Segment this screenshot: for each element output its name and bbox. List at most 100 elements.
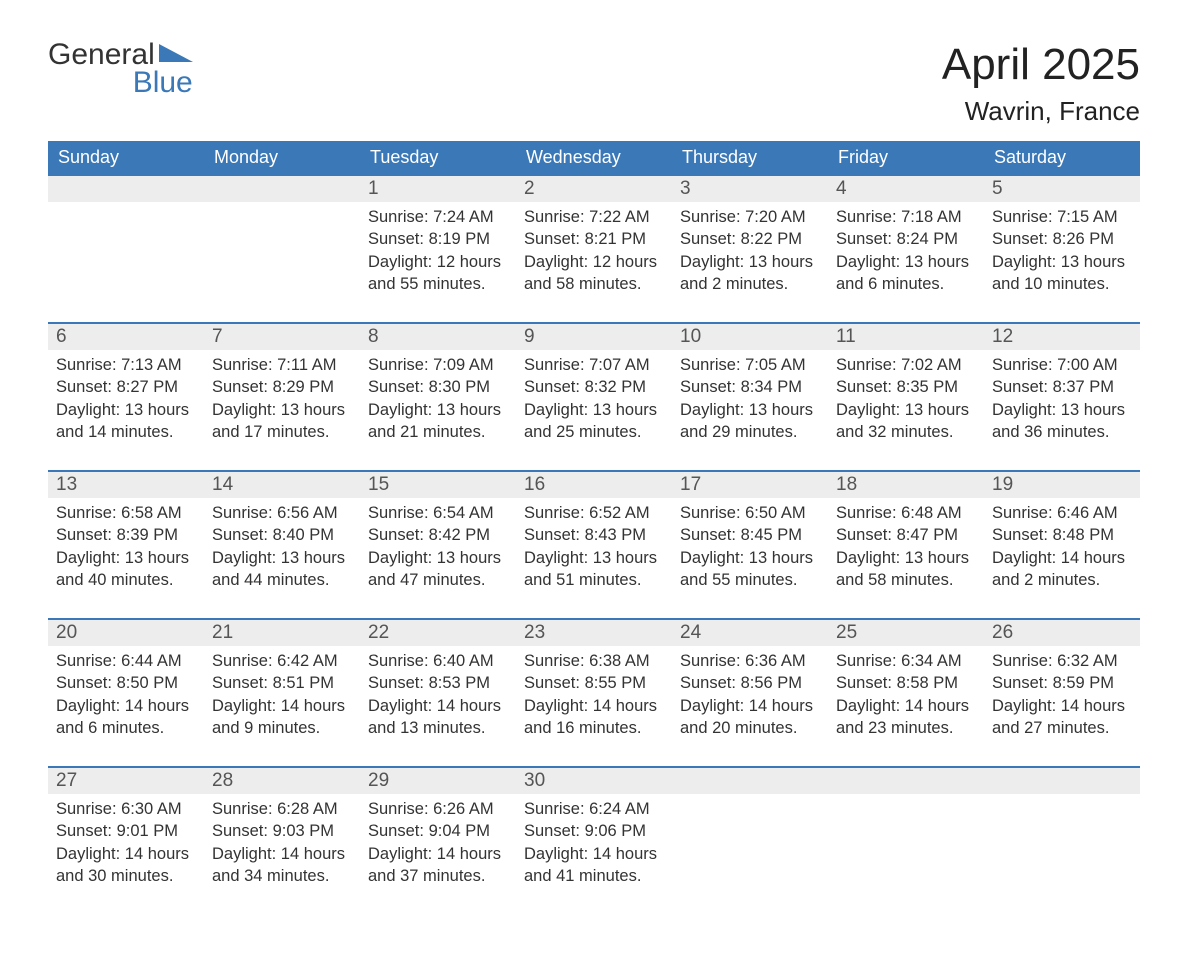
sunrise-value: 7:02 AM: [901, 356, 962, 374]
sunrise-line: Sunrise: 6:28 AM: [212, 798, 352, 820]
sunrise-value: 6:52 AM: [589, 504, 650, 522]
sunrise-label: Sunrise:: [680, 356, 741, 374]
page-title: April 2025: [942, 40, 1140, 90]
sunset-line: Sunset: 8:30 PM: [368, 376, 508, 398]
daylight-label: Daylight:: [212, 549, 276, 567]
day-number: 4: [828, 174, 984, 202]
calendar-cell: 25Sunrise: 6:34 AMSunset: 8:58 PMDayligh…: [828, 618, 984, 766]
sunrise-value: 7:24 AM: [433, 208, 494, 226]
sunset-line: Sunset: 8:47 PM: [836, 524, 976, 546]
day-number: 25: [828, 618, 984, 646]
sunrise-label: Sunrise:: [368, 356, 429, 374]
calendar-cell: 10Sunrise: 7:05 AMSunset: 8:34 PMDayligh…: [672, 322, 828, 470]
sunset-value: 8:34 PM: [741, 378, 802, 396]
daylight-line: Daylight: 13 hours and 51 minutes.: [524, 547, 664, 592]
sunset-label: Sunset:: [524, 230, 580, 248]
calendar-cell: 17Sunrise: 6:50 AMSunset: 8:45 PMDayligh…: [672, 470, 828, 618]
sunset-label: Sunset:: [992, 230, 1048, 248]
daylight-label: Daylight:: [992, 253, 1056, 271]
day-body: Sunrise: 6:26 AMSunset: 9:04 PMDaylight:…: [360, 794, 516, 897]
sunrise-value: 7:00 AM: [1057, 356, 1118, 374]
sunset-line: Sunset: 8:29 PM: [212, 376, 352, 398]
weekday-header: Wednesday: [516, 141, 672, 174]
sunset-line: Sunset: 8:59 PM: [992, 672, 1132, 694]
day-body: Sunrise: 7:00 AMSunset: 8:37 PMDaylight:…: [984, 350, 1140, 453]
sunrise-line: Sunrise: 7:00 AM: [992, 354, 1132, 376]
weekday-header: Monday: [204, 141, 360, 174]
calendar-cell: 13Sunrise: 6:58 AMSunset: 8:39 PMDayligh…: [48, 470, 204, 618]
sunrise-label: Sunrise:: [56, 652, 117, 670]
sunrise-line: Sunrise: 7:22 AM: [524, 206, 664, 228]
sunset-label: Sunset:: [524, 674, 580, 692]
day-number: 5: [984, 174, 1140, 202]
daylight-label: Daylight:: [212, 697, 276, 715]
sunrise-label: Sunrise:: [56, 504, 117, 522]
day-number: 26: [984, 618, 1140, 646]
sunrise-line: Sunrise: 6:30 AM: [56, 798, 196, 820]
sunset-line: Sunset: 8:34 PM: [680, 376, 820, 398]
sunset-value: 8:30 PM: [429, 378, 490, 396]
calendar-cell: 28Sunrise: 6:28 AMSunset: 9:03 PMDayligh…: [204, 766, 360, 914]
sunset-value: 8:58 PM: [897, 674, 958, 692]
daylight-label: Daylight:: [836, 253, 900, 271]
day-body: Sunrise: 7:20 AMSunset: 8:22 PMDaylight:…: [672, 202, 828, 305]
calendar-cell: [984, 766, 1140, 914]
sunrise-value: 7:05 AM: [745, 356, 806, 374]
sunset-label: Sunset:: [992, 378, 1048, 396]
daylight-label: Daylight:: [680, 401, 744, 419]
sunset-label: Sunset:: [56, 526, 112, 544]
day-body: Sunrise: 7:15 AMSunset: 8:26 PMDaylight:…: [984, 202, 1140, 305]
title-block: April 2025 Wavrin, France: [942, 40, 1140, 141]
day-number-bar-empty: [672, 766, 828, 794]
daylight-line: Daylight: 14 hours and 41 minutes.: [524, 843, 664, 888]
sunset-label: Sunset:: [368, 230, 424, 248]
daylight-label: Daylight:: [836, 549, 900, 567]
daylight-label: Daylight:: [680, 253, 744, 271]
calendar-cell: 30Sunrise: 6:24 AMSunset: 9:06 PMDayligh…: [516, 766, 672, 914]
sunset-line: Sunset: 8:26 PM: [992, 228, 1132, 250]
sunrise-label: Sunrise:: [680, 504, 741, 522]
day-body: Sunrise: 6:56 AMSunset: 8:40 PMDaylight:…: [204, 498, 360, 601]
daylight-line: Daylight: 13 hours and 47 minutes.: [368, 547, 508, 592]
sunrise-value: 6:40 AM: [433, 652, 494, 670]
sunrise-line: Sunrise: 6:52 AM: [524, 502, 664, 524]
sunset-line: Sunset: 8:58 PM: [836, 672, 976, 694]
daylight-label: Daylight:: [524, 253, 588, 271]
daylight-label: Daylight:: [524, 549, 588, 567]
calendar-cell: 24Sunrise: 6:36 AMSunset: 8:56 PMDayligh…: [672, 618, 828, 766]
sunset-value: 8:40 PM: [273, 526, 334, 544]
day-body: Sunrise: 6:30 AMSunset: 9:01 PMDaylight:…: [48, 794, 204, 897]
sunrise-value: 7:15 AM: [1057, 208, 1118, 226]
sunrise-line: Sunrise: 7:09 AM: [368, 354, 508, 376]
daylight-label: Daylight:: [56, 697, 120, 715]
sunset-label: Sunset:: [680, 674, 736, 692]
sunset-label: Sunset:: [992, 674, 1048, 692]
calendar-cell: 15Sunrise: 6:54 AMSunset: 8:42 PMDayligh…: [360, 470, 516, 618]
daylight-label: Daylight:: [992, 549, 1056, 567]
daylight-line: Daylight: 14 hours and 16 minutes.: [524, 695, 664, 740]
sunset-value: 8:55 PM: [585, 674, 646, 692]
daylight-line: Daylight: 13 hours and 17 minutes.: [212, 399, 352, 444]
sunrise-label: Sunrise:: [212, 800, 273, 818]
sunset-label: Sunset:: [836, 674, 892, 692]
day-body: Sunrise: 6:24 AMSunset: 9:06 PMDaylight:…: [516, 794, 672, 897]
calendar-table: SundayMondayTuesdayWednesdayThursdayFrid…: [48, 141, 1140, 914]
day-number: 2: [516, 174, 672, 202]
logo-word2: Blue: [48, 68, 193, 98]
day-number: 17: [672, 470, 828, 498]
sunset-value: 8:51 PM: [273, 674, 334, 692]
sunset-line: Sunset: 8:56 PM: [680, 672, 820, 694]
day-body: Sunrise: 6:42 AMSunset: 8:51 PMDaylight:…: [204, 646, 360, 749]
daylight-label: Daylight:: [836, 401, 900, 419]
calendar-cell: 8Sunrise: 7:09 AMSunset: 8:30 PMDaylight…: [360, 322, 516, 470]
sunset-label: Sunset:: [212, 674, 268, 692]
sunset-label: Sunset:: [56, 822, 112, 840]
sunset-value: 9:03 PM: [273, 822, 334, 840]
day-body: Sunrise: 6:52 AMSunset: 8:43 PMDaylight:…: [516, 498, 672, 601]
sunset-value: 8:27 PM: [117, 378, 178, 396]
calendar-cell: 11Sunrise: 7:02 AMSunset: 8:35 PMDayligh…: [828, 322, 984, 470]
daylight-label: Daylight:: [368, 253, 432, 271]
sunset-line: Sunset: 8:42 PM: [368, 524, 508, 546]
calendar-cell: 19Sunrise: 6:46 AMSunset: 8:48 PMDayligh…: [984, 470, 1140, 618]
day-number-bar-empty: [984, 766, 1140, 794]
